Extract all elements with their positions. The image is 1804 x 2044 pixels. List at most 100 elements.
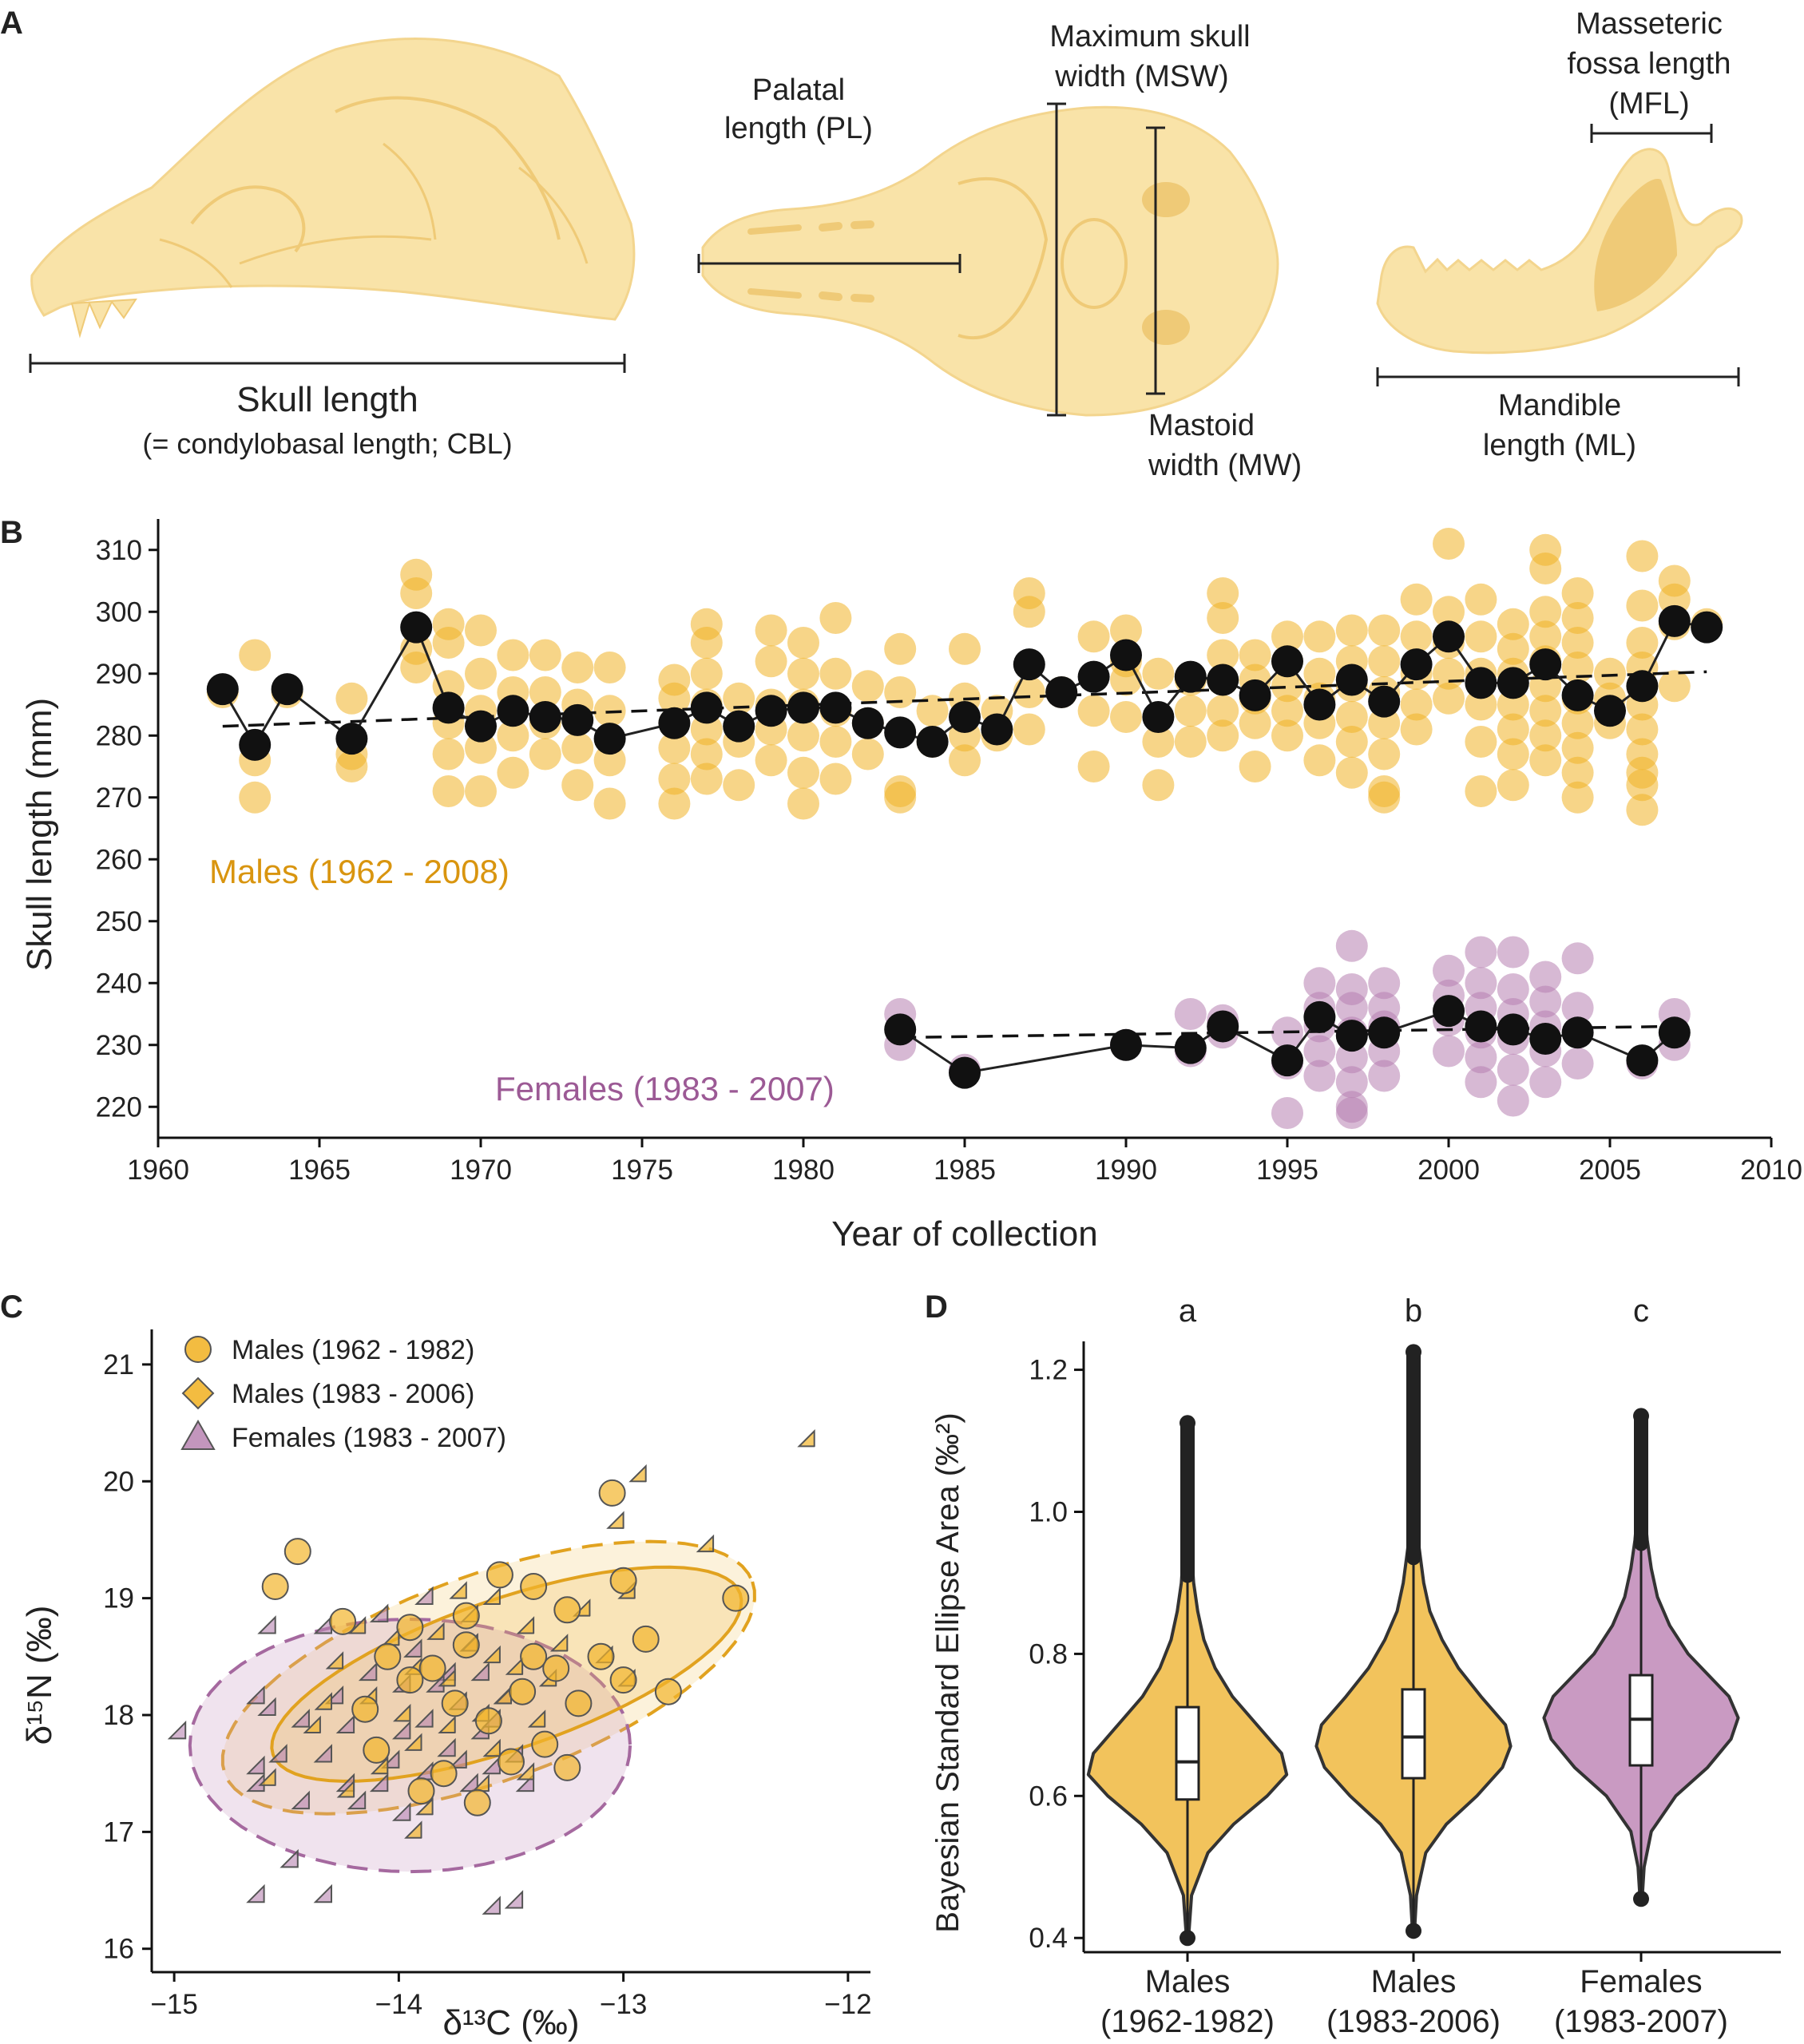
legend-label-males-late: Males (1983 - 2006): [232, 1379, 474, 1409]
female-individual-point: [1529, 1066, 1562, 1099]
palatal-length-bar: [697, 254, 961, 273]
male-late-point: [516, 1616, 535, 1634]
female-point: [482, 1895, 501, 1915]
male-individual-point: [1142, 726, 1175, 758]
male-individual-point: [1561, 731, 1594, 764]
male-individual-point: [1368, 645, 1401, 678]
y-tick-label: 310: [96, 535, 142, 566]
label-msw-2: width (MSW): [1054, 60, 1228, 93]
male-individual-point: [1400, 713, 1433, 746]
male-late-point: [505, 1657, 524, 1675]
female-individual-point: [1271, 1097, 1303, 1129]
male-early-point: [587, 1642, 615, 1670]
male-individual-point: [787, 657, 819, 690]
female-mean-point: [1626, 1044, 1659, 1077]
y-tick-label: 1.2: [1029, 1355, 1068, 1386]
male-individual-point: [1335, 726, 1368, 758]
male-mean-point: [529, 701, 561, 733]
male-mean-point: [787, 691, 819, 724]
female-point: [391, 1802, 411, 1821]
male-individual-point: [916, 695, 949, 727]
male-mean-point: [1465, 667, 1497, 699]
male-individual-point: [755, 744, 787, 777]
male-individual-point: [851, 670, 884, 703]
panel-d: D a b c Males (1962-1982) Males (1983-2006) Fe…: [925, 1289, 1781, 2039]
panel-c-axes: 16 17 18 19 20 21 −15 −14 −13 −12: [103, 1329, 872, 2020]
male-early-point: [452, 1602, 480, 1630]
male-individual-point: [819, 602, 852, 634]
female-point: [291, 1709, 310, 1728]
female-individual-point: [1561, 992, 1594, 1024]
male-early-point: [329, 1607, 357, 1635]
female-mean-point: [1271, 1044, 1303, 1077]
male-early-point: [509, 1678, 537, 1705]
y-tick-label: 0.6: [1029, 1781, 1068, 1812]
x-tick-label: −12: [824, 1989, 871, 2020]
male-mean-point: [497, 695, 529, 727]
male-late-point: [404, 1733, 422, 1751]
panel-d-axes: Males (1962-1982) Males (1983-2006) Females (…: [1029, 1341, 1781, 2039]
male-individual-point: [1303, 744, 1336, 777]
y-tick-label: 17: [103, 1816, 134, 1848]
annotation-males: Males (1962 - 2008): [209, 853, 509, 890]
male-individual-point: [529, 676, 561, 708]
male-individual-point: [432, 775, 465, 807]
female-individual-point: [1561, 942, 1594, 975]
female-individual-point: [1303, 967, 1336, 1000]
panel-letter-c: C: [0, 1289, 23, 1325]
male-mean-point: [1239, 679, 1271, 711]
female-mean-point: [1110, 1028, 1142, 1061]
male-individual-point: [239, 639, 272, 671]
male-individual-point: [465, 775, 497, 807]
male-individual-point: [400, 577, 433, 609]
male-individual-point: [1497, 713, 1529, 746]
male-late-point: [370, 1756, 389, 1775]
x-tick-label: 1985: [934, 1155, 996, 1186]
female-individual-point: [1561, 1048, 1594, 1079]
female-point: [313, 1615, 333, 1634]
male-early-point: [565, 1689, 593, 1717]
male-mean-point: [1077, 660, 1110, 693]
male-late-point: [527, 1709, 546, 1728]
label-mfl-1: Masseteric: [1576, 7, 1723, 41]
male-mean-point: [819, 691, 852, 724]
y-tick-label: 20: [103, 1466, 134, 1497]
male-individual-point: [884, 676, 917, 708]
male-mean-point: [239, 728, 272, 761]
male-individual-point: [1529, 719, 1562, 752]
x-tick-label: 1995: [1256, 1155, 1318, 1186]
male-individual-point: [561, 652, 594, 683]
male-individual-point: [497, 719, 529, 752]
annotation-females: Females (1983 - 2007): [495, 1070, 835, 1107]
outlier-max-point: [1180, 1415, 1195, 1432]
male-early-point: [396, 1614, 424, 1642]
significance-letter: a: [1179, 1293, 1197, 1329]
female-individual-point: [1465, 967, 1497, 1000]
male-late-point: [696, 1534, 715, 1553]
female-mean-point: [1465, 1010, 1497, 1043]
male-individual-point: [497, 756, 529, 789]
male-late-point: [549, 1634, 569, 1652]
male-individual-point: [1368, 614, 1401, 647]
male-individual-point: [1207, 695, 1239, 727]
male-mean-point: [658, 707, 691, 739]
female-mean-point: [1303, 1000, 1336, 1033]
x-tick-label: 2010: [1740, 1155, 1802, 1186]
y-tick-label: 270: [96, 782, 142, 814]
panel-c-xlabel: δ¹³C (‰): [442, 2003, 579, 2042]
male-individual-point: [1271, 719, 1303, 752]
label-mfl-3: (MFL): [1608, 87, 1689, 121]
male-early-point: [452, 1631, 480, 1659]
male-individual-point: [1110, 701, 1142, 733]
male-early-point: [531, 1730, 559, 1758]
male-early-point: [553, 1596, 581, 1624]
male-mean-point: [1400, 648, 1433, 681]
outlier-min-point: [1406, 1923, 1421, 1939]
male-late-point: [471, 1773, 490, 1792]
label-palatal-2: length (PL): [724, 112, 873, 145]
male-mean-point: [1303, 688, 1336, 721]
male-individual-point: [787, 756, 819, 789]
female-point: [280, 1848, 299, 1868]
male-individual-point: [529, 639, 561, 671]
male-late-point: [258, 1768, 276, 1786]
